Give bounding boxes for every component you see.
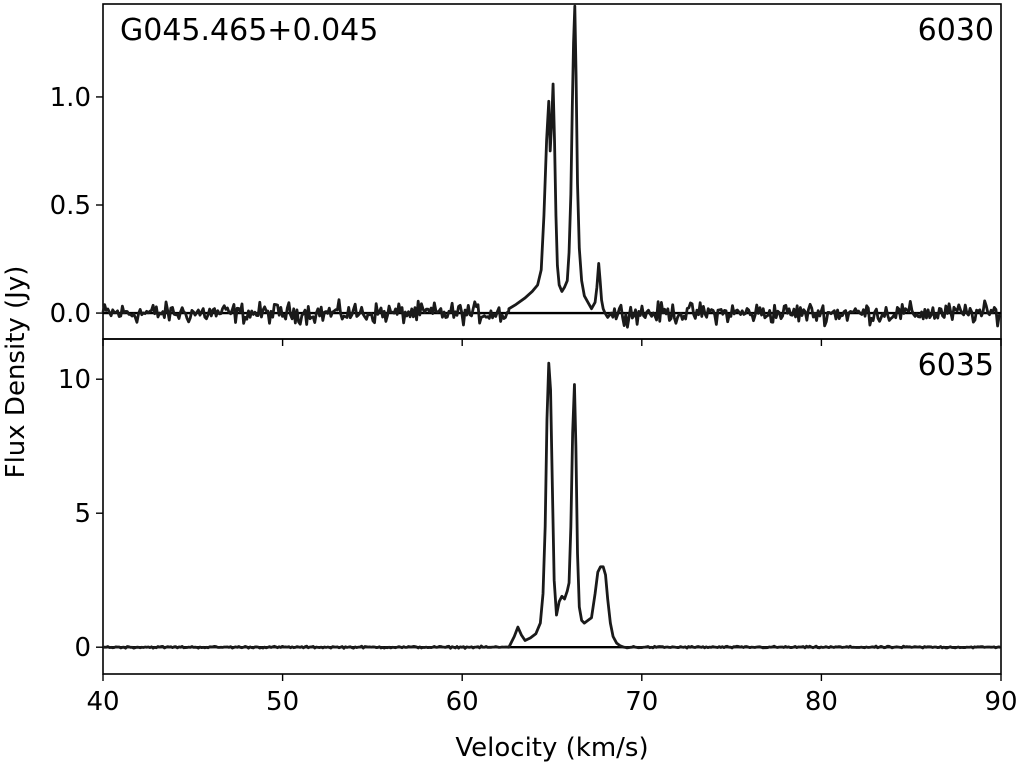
panel-6035-y-tick-label: 5 xyxy=(74,499,91,529)
panel-6030-y-tick-label: 0.5 xyxy=(50,191,91,221)
panel-6035-x-ticks: 40 50 60 70 80 90 xyxy=(86,674,1018,717)
panel-6035-spectrum-line xyxy=(102,361,1001,650)
x-tick-label: 40 xyxy=(86,687,119,717)
x-tick-label: 70 xyxy=(625,687,658,717)
panel-6030-y-ticks: 0.0 0.5 1.0 xyxy=(50,83,103,329)
x-tick-label: 80 xyxy=(805,687,838,717)
panel-6035: 0 5 10 40 50 60 70 80 90 6035 xyxy=(58,338,1018,717)
panel-6035-y-ticks: 0 5 10 xyxy=(58,365,103,663)
y-axis-label: Flux Density (Jy) xyxy=(1,266,31,479)
panel-6030-spectrum-line xyxy=(101,4,1002,329)
panel-6035-frame xyxy=(102,338,1002,675)
panel-6030-x-ticks xyxy=(102,339,1002,346)
panel-6030-label: 6030 xyxy=(918,13,994,48)
panel-6035-y-tick-label: 10 xyxy=(58,365,91,395)
x-tick-label: 50 xyxy=(266,687,299,717)
panel-6030-frame xyxy=(102,3,1002,340)
x-tick-label: 60 xyxy=(446,687,479,717)
panel-6035-y-tick-label: 0 xyxy=(74,633,91,663)
panel-6030-y-tick-label: 1.0 xyxy=(50,83,91,113)
panel-6030: 0.0 0.5 1.0 G045.465+0.045 6030 xyxy=(50,3,1002,346)
x-tick-label: 90 xyxy=(984,687,1017,717)
panel-6030-y-tick-label: 0.0 xyxy=(50,299,91,329)
x-axis-label: Velocity (km/s) xyxy=(455,733,648,763)
panel-6035-label: 6035 xyxy=(918,348,994,383)
source-name-label: G045.465+0.045 xyxy=(120,13,378,48)
